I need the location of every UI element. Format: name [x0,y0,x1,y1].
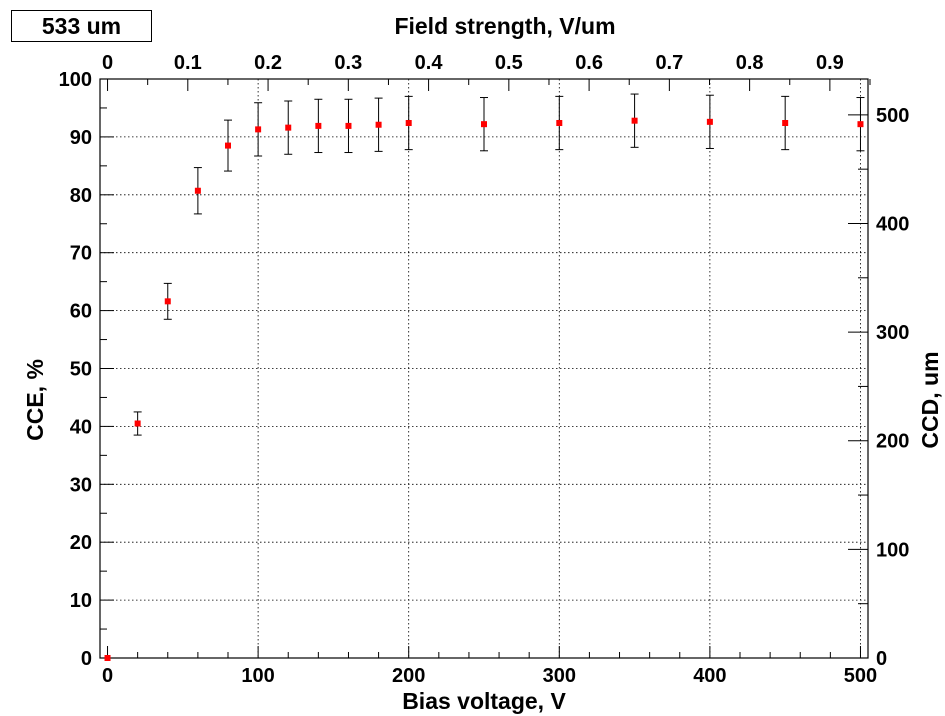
data-point [315,122,322,129]
x2-tick-label: 0.1 [174,52,202,74]
y-tick-label: 0 [81,648,92,670]
sample-thickness-label: 533 um [11,10,152,42]
data-point [134,420,141,427]
y-tick-label: 40 [70,416,92,438]
data-point [857,121,864,128]
y-tick-label: 60 [70,301,92,323]
x-tick-label: 200 [392,665,425,687]
data-point [631,117,638,124]
data-point [255,126,262,133]
y-tick-label: 30 [70,474,92,496]
y-tick-label: 90 [70,127,92,149]
data-point [375,121,382,128]
y2-tick-label: 100 [876,539,909,561]
grid-lines [100,79,868,658]
x2-tick-label: 0.6 [575,52,603,74]
y2-tick-label: 0 [876,648,887,670]
x-tick-label: 400 [693,665,726,687]
x2-tick-label: 0.2 [254,52,282,74]
bottom-axis-title: Bias voltage, V [402,688,566,714]
x2-tick-label: 0.8 [736,52,764,74]
data-point [345,122,352,129]
x-tick-label: 100 [241,665,274,687]
right-axis-title: CCD, um [917,351,943,448]
data-point [706,118,713,125]
y-tick-label: 80 [70,185,92,207]
x2-tick-label: 0.9 [816,52,844,74]
data-point [556,120,563,127]
y-tick-label: 10 [70,590,92,612]
y-tick-label: 20 [70,532,92,554]
data-point [225,142,231,149]
y2-tick-label: 200 [876,431,909,453]
x2-tick-label: 0.5 [495,52,523,74]
y-tick-label: 70 [70,243,92,265]
y2-tick-label: 400 [876,213,909,235]
data-point [194,187,201,194]
data-point [782,120,789,127]
y-tick-label: 100 [59,69,92,91]
data-point [481,121,487,128]
data-point [164,298,171,305]
left-axis-title: CCE, % [22,359,48,441]
x2-tick-label: 0.7 [655,52,683,74]
x-tick-label: 300 [543,665,576,687]
x2-tick-label: 0 [102,52,113,74]
data-series [104,93,865,661]
x2-tick-label: 0.4 [415,52,444,74]
y2-tick-label: 300 [876,322,909,344]
data-point [405,120,412,127]
x-tick-label: 0 [102,665,113,687]
x2-tick-label: 0.3 [334,52,362,74]
x-tick-label: 500 [844,665,877,687]
y-tick-label: 50 [70,359,92,381]
top-axis-title: Field strength, V/um [394,13,615,39]
data-point [285,124,292,131]
data-point [104,655,111,661]
y2-tick-label: 500 [876,105,909,127]
